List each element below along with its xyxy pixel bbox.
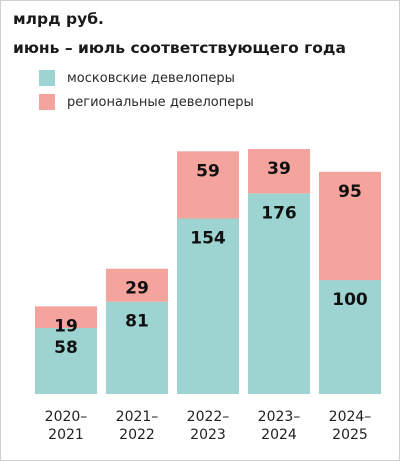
bar-regional-1 [35,306,97,328]
value-label-moscow-4: 176 [261,203,297,223]
value-label-regional-1: 19 [54,316,78,336]
value-label-regional-5: 95 [338,182,362,202]
legend-label-regional: региональные девелоперы [67,94,254,110]
bar-regional-4 [248,149,310,194]
bar-moscow-3 [177,218,239,394]
legend-item-moscow: московские девелоперы [39,69,235,87]
x-tick-label-3-line-1: 2022– [187,409,230,425]
bar-moscow-2 [106,301,168,394]
bar-regional-5 [319,171,381,281]
value-label-regional-4: 39 [267,159,291,179]
bar-regional-3 [177,151,239,219]
bar-moscow-4 [248,193,310,394]
x-tick-label-1-line-2: 2021 [48,427,84,443]
value-label-regional-2: 29 [125,279,149,299]
legend-item-regional: региональные девелоперы [39,93,254,111]
value-label-moscow-1: 58 [54,338,78,358]
x-tick-label-2-line-2: 2022 [119,427,155,443]
x-tick-label-5-line-2: 2025 [332,427,368,443]
legend-swatch-moscow [39,70,55,86]
x-tick-label-4-line-1: 2023– [258,409,301,425]
x-tick-label-4-line-2: 2024 [261,427,297,443]
x-tick-label-3-line-2: 2023 [190,427,226,443]
value-label-moscow-5: 100 [332,290,368,310]
bar-moscow-5 [319,280,381,394]
legend-label-moscow: московские девелоперы [67,70,235,86]
bar-regional-2 [106,268,168,302]
value-label-regional-3: 59 [196,161,220,181]
x-tick-label-1-line-1: 2020– [45,409,88,425]
chart-title-period: июнь – июль соответствующего года [13,39,346,57]
bar-moscow-1 [35,327,97,394]
value-label-moscow-2: 81 [125,312,149,332]
x-tick-label-5-line-1: 2024– [329,409,372,425]
value-label-moscow-3: 154 [190,229,226,249]
legend-swatch-regional [39,94,55,110]
chart-title-unit: млрд руб. [13,10,104,28]
x-tick-label-2-line-1: 2021– [116,409,159,425]
